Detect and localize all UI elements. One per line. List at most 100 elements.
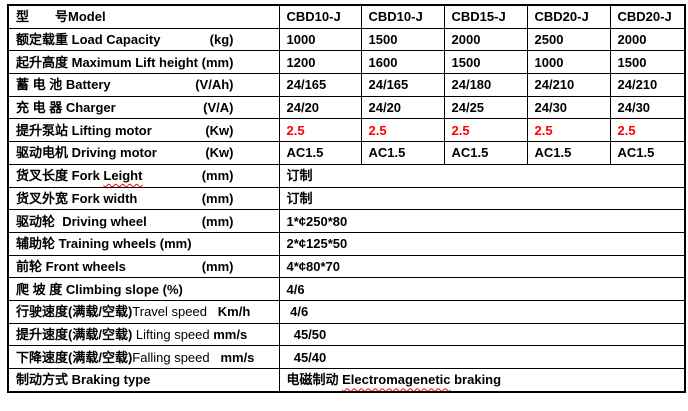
value-cell: AC1.5	[443, 141, 528, 165]
label-zh: 充 电 器	[16, 100, 66, 116]
row-label-content: 爬 坡 度 Climbing slope (%)	[16, 281, 278, 297]
label-zh: 制动方式	[16, 372, 72, 388]
value-cell: 2.5	[526, 118, 611, 143]
label-en: Travel speed	[132, 304, 218, 320]
value-cell-merged: 4*¢80*70	[278, 254, 686, 279]
value-cell: 24/20	[278, 95, 362, 120]
value-cell: 24/30	[609, 95, 686, 120]
row-label: 起升高度 Maximum Lift height (mm)	[7, 50, 280, 75]
row-label: 提升速度(满载/空载) Lifting speed mm/s	[7, 322, 280, 347]
row-label-content: 货叉长度 Fork Leight (mm)	[16, 168, 278, 184]
value-cell-merged: 45/50	[278, 322, 686, 347]
value-cell: 1000	[526, 50, 611, 75]
misspelled-word: Electromagenetic	[342, 372, 451, 388]
label-en: Falling speed	[132, 349, 221, 365]
value-cell-merged: 订制	[278, 186, 686, 211]
row-label: 提升泵站 Lifting motor (Kw)	[7, 118, 280, 143]
value-cell: 24/165	[278, 73, 362, 97]
label-unit: (Kw)	[205, 145, 234, 161]
value-cell: CBD20-J	[526, 4, 611, 29]
row-label-content: 起升高度 Maximum Lift height (mm)	[16, 56, 278, 69]
row-label: 制动方式 Braking type	[7, 367, 280, 393]
label-en: Driving wheel	[62, 213, 147, 229]
label-zh: 爬 坡 度	[16, 281, 66, 297]
label-zh: 辅助轮	[16, 236, 59, 252]
value-cell: AC1.5	[609, 141, 686, 165]
row-label-content: 下降速度(满载/空载) Falling speed mm/s	[16, 349, 278, 365]
value-cell: 24/165	[360, 73, 445, 97]
label-en: Training wheels (mm)	[58, 236, 192, 252]
label-unit: (mm)	[201, 258, 234, 274]
table-row: 提升速度(满载/空载) Lifting speed mm/s 45/50	[7, 322, 686, 347]
row-label-content: 辅助轮 Training wheels (mm)	[16, 236, 278, 252]
label-unit: (Kw)	[205, 122, 234, 138]
label-en: Charger	[65, 100, 116, 116]
row-label: 前轮 Front wheels (mm)	[7, 254, 280, 279]
value-cell-merged: 2*¢125*50	[278, 231, 686, 256]
label-unit: (V/Ah)	[195, 77, 234, 93]
value-cell: 24/210	[526, 73, 611, 97]
row-label: 充 电 器 Charger (V/A)	[7, 95, 280, 120]
value-cell: 24/30	[526, 95, 611, 120]
label-en: Braking type	[71, 372, 151, 388]
row-label: 驱动电机 Driving motor (Kw)	[7, 141, 280, 165]
label-en: Fork width	[71, 190, 138, 206]
spec-table-body: 型 号 Model CBD10-J CBD10-J CBD15-J CBD20-J CBD2…	[7, 4, 686, 393]
value-cell: 2500	[526, 27, 611, 52]
value-cell-merged: 1*¢250*80	[278, 209, 686, 233]
row-label-content: 行驶速度(满载/空载) Travel speed Km/h	[16, 304, 278, 320]
value-cell: AC1.5	[526, 141, 611, 165]
label-zh: 货叉长度	[16, 168, 72, 184]
row-label-content: 驱动轮 Driving wheel (mm)	[16, 213, 278, 229]
value-cell: 24/25	[443, 95, 528, 120]
value-cell: 2.5	[443, 118, 528, 143]
label-unit: (V/A)	[203, 100, 234, 116]
value-cell: AC1.5	[360, 141, 445, 165]
table-row: 货叉长度 Fork Leight (mm) 订制	[7, 163, 686, 188]
table-row: 驱动轮 Driving wheel (mm) 1*¢250*80	[7, 209, 686, 233]
row-label-content: 充 电 器 Charger (V/A)	[16, 100, 278, 116]
label-unit: (kg)	[209, 32, 234, 48]
row-label-content: 提升泵站 Lifting motor (Kw)	[16, 122, 278, 138]
row-label-content: 制动方式 Braking type	[16, 372, 278, 388]
value-cell-merged: 45/40	[278, 345, 686, 369]
row-label: 下降速度(满载/空载) Falling speed mm/s	[7, 345, 280, 369]
table-row: 充 电 器 Charger (V/A) 24/20 24/20 24/25 24/30 24…	[7, 95, 686, 120]
label-unit: (mm)	[201, 168, 234, 184]
row-label: 蓄 电 池 Battery (V/Ah)	[7, 73, 280, 97]
label-zh: 蓄 电 池	[16, 77, 66, 93]
label-unit: (mm)	[201, 190, 234, 206]
table-row: 行驶速度(满载/空载) Travel speed Km/h 4/6	[7, 299, 686, 324]
value-cell: 1500	[609, 50, 686, 75]
table-row: 爬 坡 度 Climbing slope (%) 4/6	[7, 277, 686, 301]
label-unit: mm/s	[220, 349, 255, 365]
row-label-content: 前轮 Front wheels (mm)	[16, 258, 278, 274]
label-en: Lifting speed	[135, 326, 214, 342]
table-row: 辅助轮 Training wheels (mm) 2*¢125*50	[7, 231, 686, 256]
table-row: 下降速度(满载/空载) Falling speed mm/s 45/40	[7, 345, 686, 369]
value-cell: 2.5	[609, 118, 686, 143]
row-label: 额定载重 Load Capacity (kg)	[7, 27, 280, 52]
row-label: 行驶速度(满载/空载) Travel speed Km/h	[7, 299, 280, 324]
value-cell-merged: 订制	[278, 163, 686, 188]
label-en: Load Capacity	[71, 32, 161, 48]
table-row: 型 号 Model CBD10-J CBD10-J CBD15-J CBD20-J CBD2…	[7, 4, 686, 29]
row-label-content: 货叉外宽 Fork width (mm)	[16, 190, 278, 206]
label-zh: 前轮	[16, 258, 46, 274]
value-cell: 1500	[443, 50, 528, 75]
value-cell: CBD20-J	[609, 4, 686, 29]
label-zh: 提升速度(满载/空载)	[16, 326, 136, 342]
label-zh: 行驶速度(满载/空载)	[16, 304, 133, 320]
label-zh: 货叉外宽	[16, 190, 72, 206]
value-cell-merged: 4/6	[278, 277, 686, 301]
label-en: Model	[68, 9, 106, 25]
label-zh: 型 号	[16, 9, 69, 25]
value-cell: 1000	[278, 27, 362, 52]
row-label-content: 驱动电机 Driving motor (Kw)	[16, 145, 278, 161]
value-cell: 1500	[360, 27, 445, 52]
value-cell: CBD10-J	[360, 4, 445, 29]
value-cell-merged: 电磁制动 Electromagenetic braking	[278, 367, 686, 393]
row-label-content: 提升速度(满载/空载) Lifting speed mm/s	[16, 326, 278, 342]
row-label: 辅助轮 Training wheels (mm)	[7, 231, 280, 256]
label-zh: 下降速度(满载/空载)	[16, 349, 133, 365]
